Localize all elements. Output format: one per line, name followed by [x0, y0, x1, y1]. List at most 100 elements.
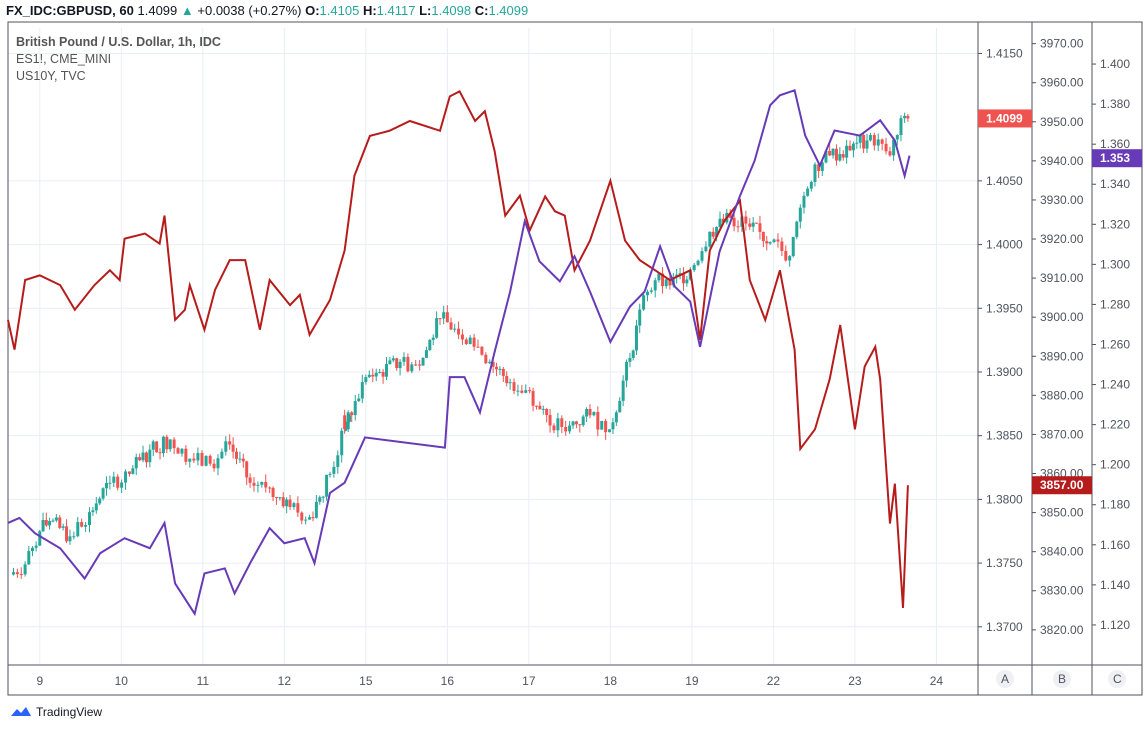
candle-body [98, 498, 102, 504]
candle-body [728, 212, 732, 218]
candle-body [678, 273, 682, 275]
price-tick-label: 3910.00 [1040, 271, 1084, 285]
candle-body [248, 477, 252, 483]
candle-body [501, 368, 505, 377]
candle-body [817, 164, 821, 171]
candle-body [653, 280, 657, 291]
candle-body [374, 372, 378, 377]
candle-body [340, 430, 344, 456]
candle-body [23, 564, 27, 575]
candle-body [116, 476, 120, 488]
candle-body [41, 520, 45, 532]
candle-body [638, 309, 642, 326]
candle-body [108, 482, 112, 484]
tradingview-logo-icon [11, 707, 31, 716]
candle-body [834, 148, 838, 161]
candle-body [780, 241, 784, 251]
candle-body [649, 290, 653, 292]
candle-body [311, 517, 315, 519]
candle-body [696, 260, 700, 265]
low-label: L: [419, 3, 432, 18]
candle-body [350, 412, 354, 416]
candle-body [631, 350, 635, 358]
candle-body [571, 421, 575, 426]
time-tick-label: 15 [359, 674, 373, 688]
candle-body [235, 451, 239, 459]
candle-body [512, 382, 516, 391]
high-label: H: [362, 3, 377, 18]
candle-body [19, 574, 23, 576]
price-tick-label: 1.4000 [986, 238, 1023, 252]
candle-body [449, 322, 453, 330]
candle-body [664, 279, 668, 287]
candle-body [484, 354, 488, 364]
candle-body [402, 356, 406, 362]
candle-body [681, 273, 685, 284]
candle-body [472, 337, 476, 347]
chart-frame [7, 21, 1143, 696]
price-tick-label: 1.260 [1100, 337, 1130, 351]
candle-body [758, 223, 762, 232]
last-price: 1.4099 [137, 3, 178, 18]
candle-body [798, 207, 802, 222]
legend-us10y[interactable]: US10Y, TVC [16, 69, 86, 83]
candle-body [278, 497, 282, 499]
candle-body [831, 148, 835, 156]
candle-body [438, 318, 442, 320]
candle-body [765, 241, 769, 244]
candle-body [91, 510, 95, 513]
scale-C-button[interactable] [1108, 670, 1126, 688]
candle-body [784, 250, 788, 261]
candle-body [168, 439, 172, 450]
candle-body [568, 425, 572, 432]
candle-body [328, 473, 332, 475]
candle-body [371, 374, 375, 377]
candle-body [165, 436, 169, 450]
candle-body [224, 441, 228, 452]
candle-body [141, 452, 145, 461]
tradingview-logo[interactable]: TradingView [10, 705, 102, 719]
candle-body [495, 366, 499, 370]
candle-body [464, 339, 468, 345]
candle-body [360, 382, 364, 399]
price-tick-label: 1.300 [1100, 257, 1130, 271]
scale-B-button[interactable] [1053, 670, 1071, 688]
es1-line [7, 89, 909, 609]
candle-body [876, 139, 880, 146]
candle-body [538, 405, 542, 410]
candle-body [391, 358, 395, 361]
candle-body [161, 436, 165, 454]
candle-body [68, 536, 72, 542]
price-tick-label: 1.360 [1100, 137, 1130, 151]
candle-body [192, 458, 196, 461]
price-tick-label: 1.220 [1100, 418, 1130, 432]
candle-body [431, 337, 435, 340]
candle-body [795, 221, 799, 237]
last-price-tag [1092, 149, 1142, 168]
candle-body [288, 499, 292, 508]
candle-body [158, 452, 162, 454]
scale-label: B [1058, 672, 1066, 686]
price-tick-label: 1.160 [1100, 538, 1130, 552]
candle-body [884, 143, 888, 152]
candle-body [410, 364, 414, 372]
candle-body [508, 382, 512, 384]
candle-body [51, 520, 55, 522]
candle-body [578, 424, 582, 426]
price-tick-label: 3900.00 [1040, 310, 1084, 324]
brand-name: TradingView [36, 705, 103, 719]
candle-body [460, 334, 464, 340]
candle-body [204, 455, 208, 466]
candle-body [388, 360, 392, 365]
symbol-name[interactable]: FX_IDC:GBPUSD, 60 [6, 3, 134, 18]
candle-body [414, 364, 418, 366]
candle-body [445, 312, 449, 323]
us10y-line [7, 88, 911, 617]
scale-A-button[interactable] [996, 670, 1014, 688]
candle-body [560, 418, 564, 428]
legend-es1[interactable]: ES1!, CME_MINI [16, 52, 112, 66]
candle-body [788, 256, 792, 261]
price-tick-label: 1.320 [1100, 217, 1130, 231]
legend-gbpusd[interactable]: British Pound / U.S. Dollar, 1h, IDC [16, 35, 221, 49]
